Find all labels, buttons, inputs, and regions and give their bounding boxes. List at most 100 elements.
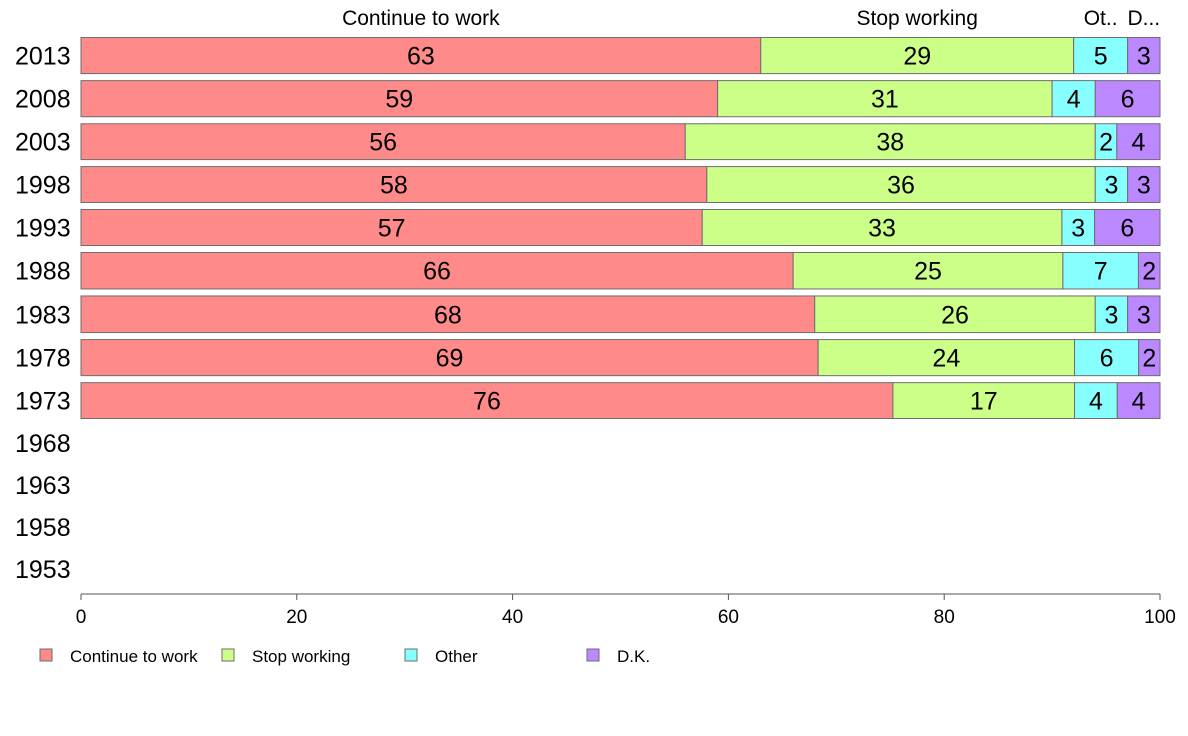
data-label: 3 bbox=[1137, 43, 1151, 71]
bar-segment bbox=[80, 208, 703, 247]
year-label: 2013 bbox=[15, 43, 71, 71]
data-label: 2 bbox=[1142, 258, 1156, 286]
data-label: 3 bbox=[1104, 301, 1118, 329]
data-label: 56 bbox=[369, 129, 397, 157]
year-label: 1973 bbox=[15, 388, 71, 416]
data-label: 3 bbox=[1137, 301, 1151, 329]
bar-segment bbox=[717, 80, 1053, 118]
bar-segment bbox=[684, 123, 1096, 161]
data-label: 76 bbox=[473, 388, 501, 416]
bar-segment bbox=[80, 37, 762, 75]
bar-segment bbox=[1094, 80, 1161, 118]
year-label: 1953 bbox=[15, 556, 71, 584]
bar-segment bbox=[80, 252, 794, 290]
x-tick-label: 80 bbox=[934, 607, 955, 628]
data-label: 63 bbox=[407, 43, 435, 71]
data-label: 25 bbox=[914, 258, 942, 286]
legend-label: Other bbox=[435, 647, 478, 666]
top-series-label: Stop working bbox=[857, 7, 978, 30]
bar-segment bbox=[706, 166, 1096, 203]
year-label: 1963 bbox=[15, 472, 71, 500]
year-label: 2008 bbox=[15, 86, 71, 114]
bar-segment bbox=[1137, 252, 1161, 290]
bar-segment bbox=[1074, 382, 1118, 420]
legend: Continue to work Stop working Other D.K. bbox=[39, 647, 650, 666]
bar-segment bbox=[814, 295, 1096, 334]
bar-segment bbox=[1073, 37, 1129, 75]
legend-label: Stop working bbox=[252, 647, 350, 666]
data-label: 3 bbox=[1071, 214, 1085, 242]
bar-segment bbox=[1094, 208, 1161, 247]
data-label: 36 bbox=[887, 172, 915, 200]
bar-segment bbox=[1062, 252, 1139, 290]
top-series-label: Continue to work bbox=[342, 7, 500, 30]
bar-segment bbox=[80, 166, 708, 203]
data-label: 33 bbox=[868, 214, 896, 242]
bar-segment bbox=[892, 382, 1076, 420]
year-label: 1978 bbox=[15, 345, 71, 373]
bar-segment bbox=[1127, 166, 1161, 203]
data-label: 6 bbox=[1120, 214, 1134, 242]
data-label: 6 bbox=[1100, 345, 1114, 373]
year-labels: 2013 2008 2003 1998 1993 1988 1983 1978 1973 1968… bbox=[15, 43, 71, 584]
bar-segment bbox=[80, 382, 894, 420]
bar-segment bbox=[80, 80, 719, 118]
bar-segment bbox=[1127, 37, 1161, 75]
data-label: 6 bbox=[1121, 86, 1135, 114]
data-label: 26 bbox=[941, 301, 969, 329]
data-label: 3 bbox=[1137, 172, 1151, 200]
data-label: 4 bbox=[1067, 86, 1081, 114]
bar-segment bbox=[1138, 339, 1161, 377]
bar-segment bbox=[1061, 208, 1096, 247]
bar-segment bbox=[817, 339, 1076, 377]
bar-segment bbox=[80, 295, 816, 334]
year-label: 1983 bbox=[15, 301, 71, 329]
x-tick-label: 40 bbox=[502, 607, 523, 628]
data-label: 3 bbox=[1104, 172, 1118, 200]
bar-segment bbox=[701, 208, 1063, 247]
data-label: 2 bbox=[1142, 345, 1156, 373]
top-series-label: Ot.. bbox=[1084, 7, 1118, 30]
data-label: 57 bbox=[378, 214, 406, 242]
data-label: 66 bbox=[423, 258, 451, 286]
x-tick-label: 20 bbox=[286, 607, 307, 628]
legend-label: D.K. bbox=[617, 647, 650, 666]
data-label: 58 bbox=[380, 172, 408, 200]
legend-swatch bbox=[586, 648, 600, 662]
bar-segment bbox=[1127, 295, 1161, 334]
year-label: 1988 bbox=[15, 258, 71, 286]
data-label: 29 bbox=[903, 43, 931, 71]
data-label: 4 bbox=[1089, 388, 1103, 416]
bar-segment bbox=[80, 123, 686, 161]
bar-segment bbox=[1051, 80, 1096, 118]
bar-segment bbox=[1094, 166, 1129, 203]
x-axis: 0 20 40 60 80 100 bbox=[76, 593, 1176, 628]
data-label: 17 bbox=[970, 388, 998, 416]
data-label: 4 bbox=[1132, 388, 1146, 416]
legend-swatch bbox=[39, 648, 53, 662]
bar-segment bbox=[1116, 123, 1161, 161]
top-series-label: D... bbox=[1127, 7, 1160, 30]
data-label: 7 bbox=[1094, 258, 1108, 286]
x-tick-label: 0 bbox=[76, 607, 87, 628]
legend-swatch bbox=[404, 648, 418, 662]
bar-segment bbox=[1074, 339, 1140, 377]
data-label: 69 bbox=[436, 345, 464, 373]
x-tick-label: 100 bbox=[1144, 607, 1176, 628]
data-label: 38 bbox=[876, 129, 904, 157]
legend-label: Continue to work bbox=[70, 647, 198, 666]
bar-segment bbox=[792, 252, 1064, 290]
data-label: 4 bbox=[1131, 129, 1145, 157]
bar-segment bbox=[1116, 382, 1161, 420]
data-label: 2 bbox=[1099, 129, 1113, 157]
data-label: 31 bbox=[871, 86, 899, 114]
data-label: 24 bbox=[932, 345, 960, 373]
year-label: 1998 bbox=[15, 172, 71, 200]
year-label: 1993 bbox=[15, 214, 71, 242]
data-label: 5 bbox=[1094, 43, 1108, 71]
data-label: 68 bbox=[434, 301, 462, 329]
x-tick-label: 60 bbox=[718, 607, 739, 628]
bar-segment bbox=[760, 37, 1075, 75]
bar-segment bbox=[80, 339, 819, 377]
